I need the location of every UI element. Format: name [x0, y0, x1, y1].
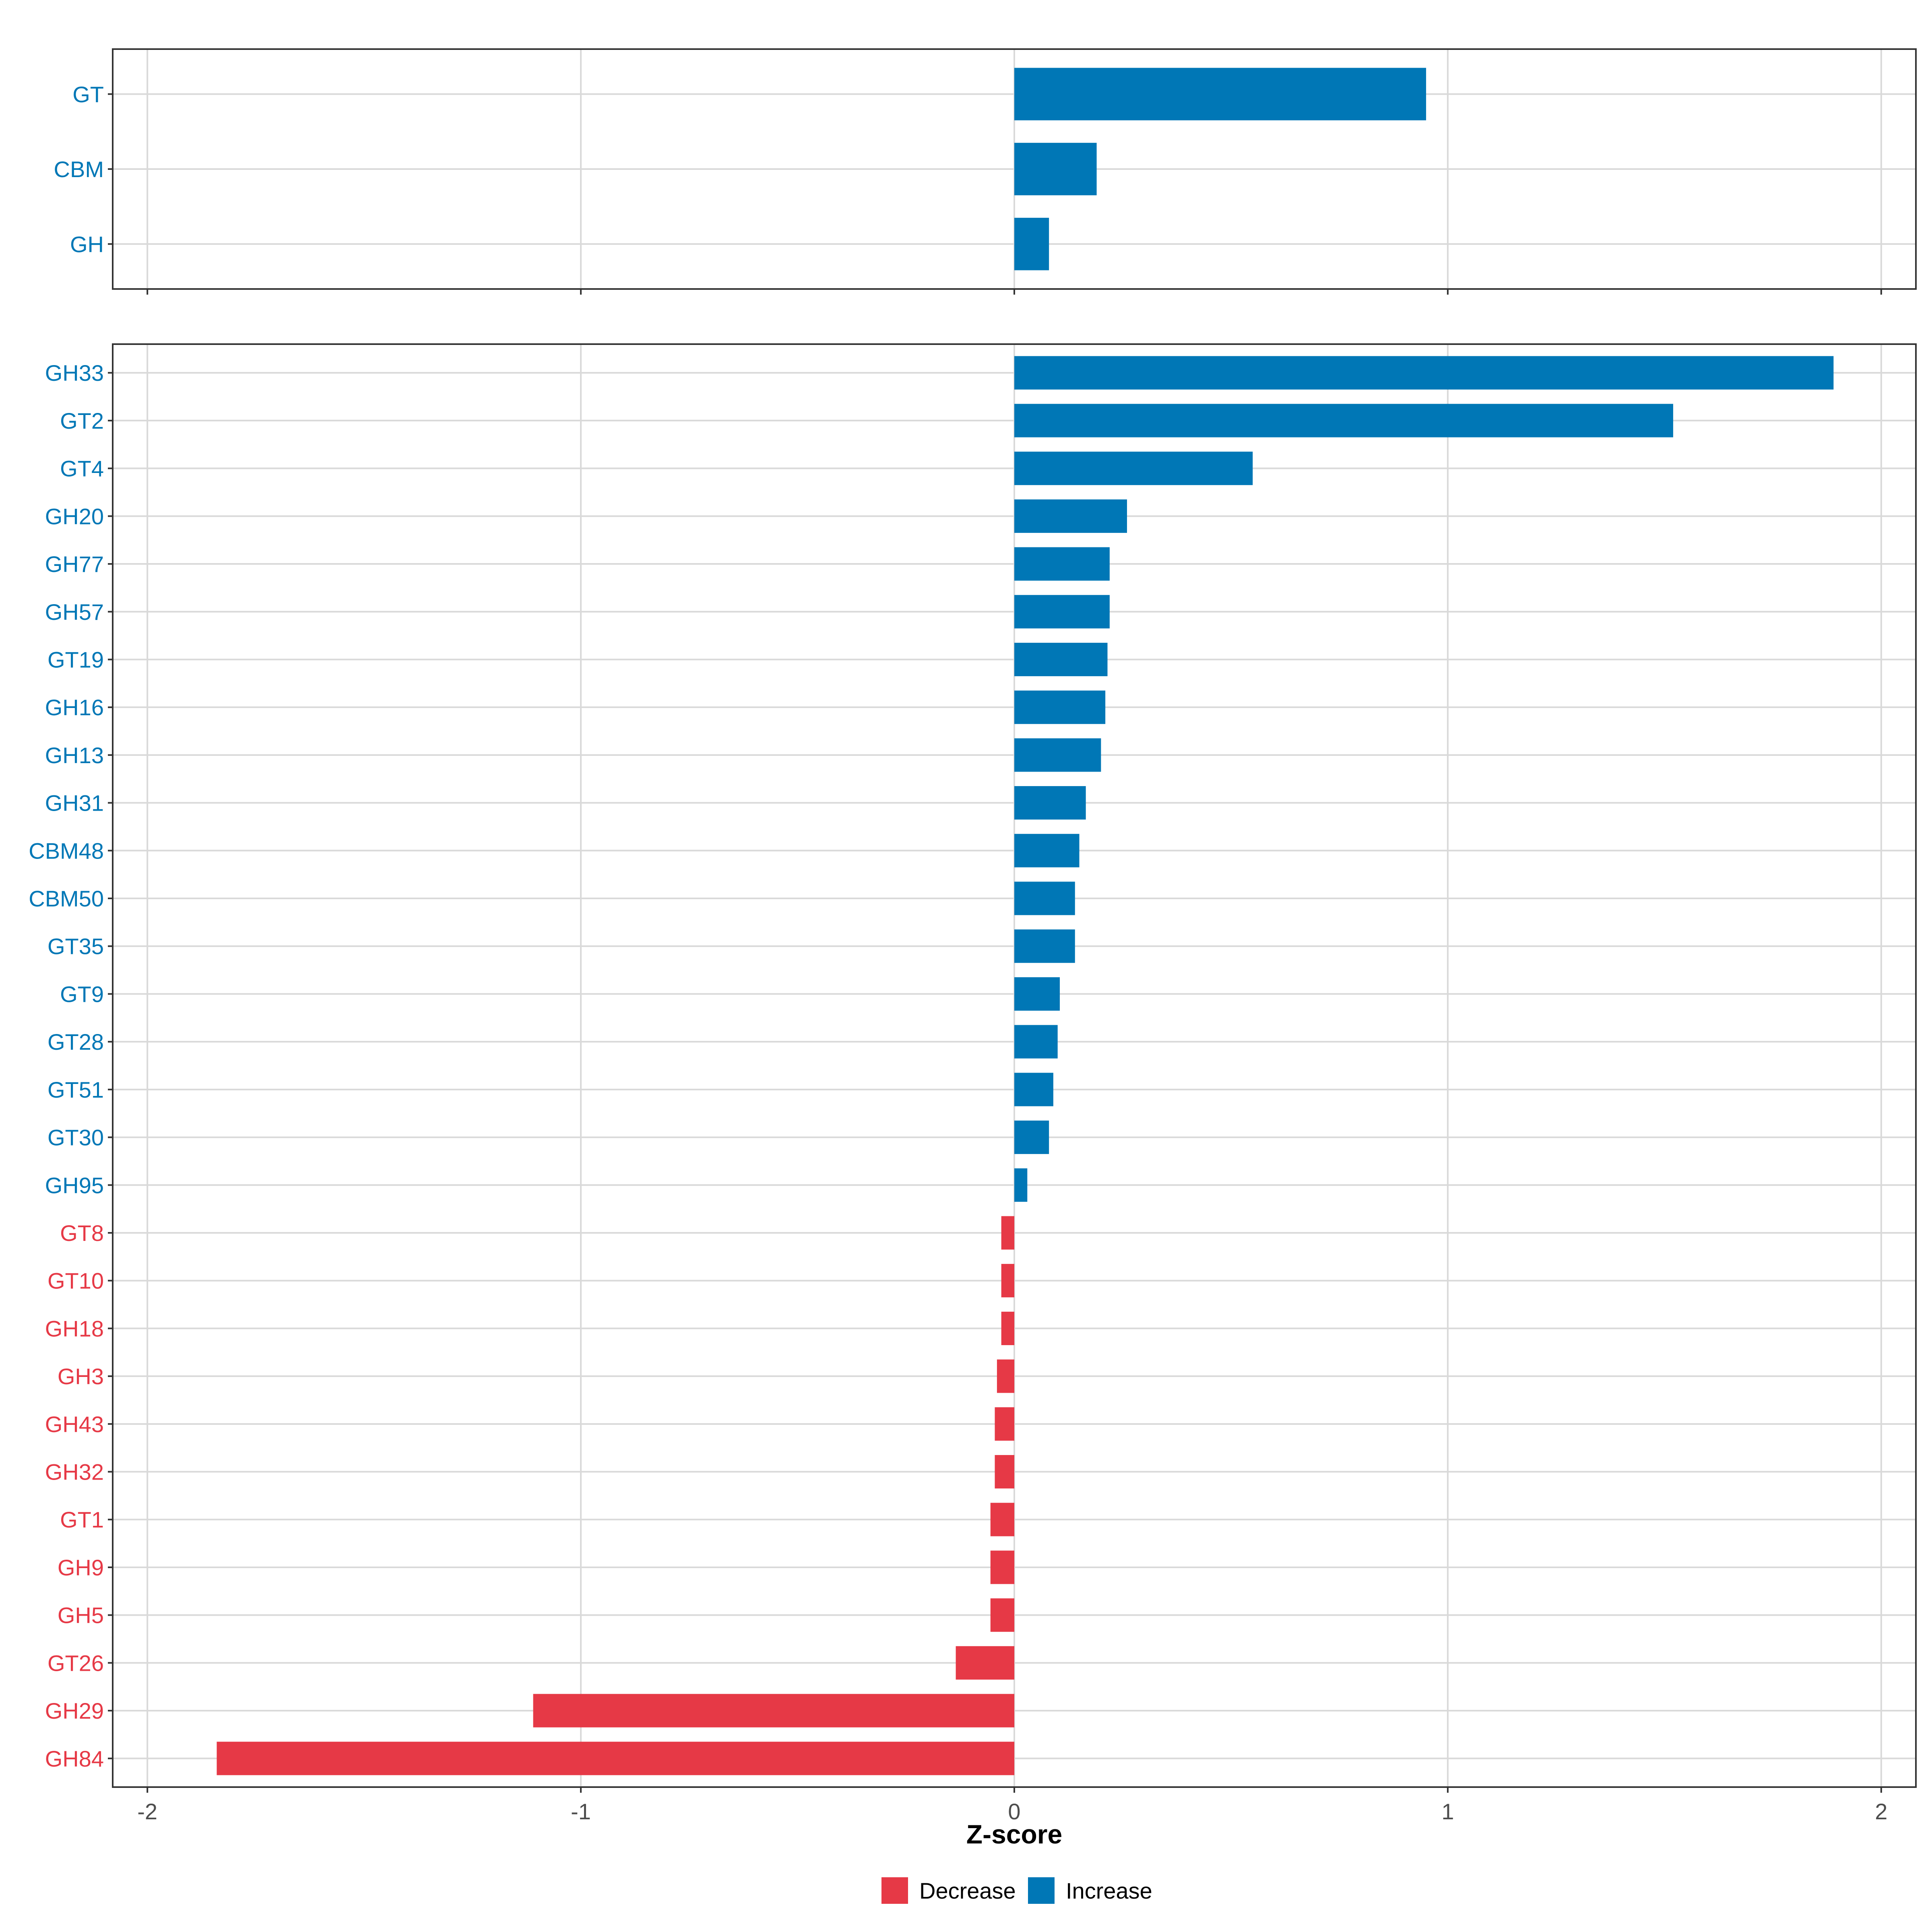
category-label-gt: GT: [72, 82, 104, 107]
bar-gh: [1014, 218, 1049, 270]
legend-label-increase: Increase: [1066, 1878, 1152, 1903]
category-label-cbm48: CBM48: [29, 838, 104, 863]
category-label-gh18: GH18: [45, 1316, 104, 1341]
category-label-gh31: GH31: [45, 791, 104, 816]
bar-gh20: [1014, 499, 1127, 533]
top-panel: GT CBM GH: [54, 48, 1917, 295]
bottom-panel: GH33 GT2 GT4 GH20 GH77 GH57 GT19 GH16 GH13 GH31 CB…: [29, 343, 1917, 1793]
bar-gh29: [533, 1694, 1014, 1728]
category-label-gh9: GH9: [58, 1555, 104, 1580]
bar-gh33: [1014, 356, 1834, 390]
category-label-gt9: GT9: [60, 981, 104, 1007]
category-label-gh84: GH84: [45, 1746, 104, 1771]
category-label-gt1: GT1: [60, 1507, 104, 1532]
bar-gt51: [1014, 1073, 1053, 1106]
x-tick-label: 1: [1441, 1799, 1454, 1824]
bar-gh13: [1014, 738, 1101, 772]
bar-gt1: [990, 1503, 1014, 1536]
category-label-cbm50: CBM50: [29, 886, 104, 911]
category-label-gt26: GT26: [47, 1650, 104, 1676]
bar-gt35: [1014, 929, 1075, 963]
category-label-gh57: GH57: [45, 599, 104, 625]
bar-gh84: [217, 1742, 1014, 1775]
category-label-gh16: GH16: [45, 695, 104, 720]
category-label-gt51: GT51: [47, 1077, 104, 1102]
category-label-gh95: GH95: [45, 1172, 104, 1198]
bar-cbm50: [1014, 881, 1075, 915]
bar-gt9: [1014, 977, 1060, 1011]
bar-cbm48: [1014, 834, 1080, 867]
category-label-gh29: GH29: [45, 1698, 104, 1724]
category-label-gh3: GH3: [58, 1364, 104, 1389]
category-label-cbm: CBM: [54, 157, 104, 182]
bar-gt8: [1001, 1216, 1014, 1250]
bar-gh31: [1014, 786, 1086, 820]
category-label-gh20: GH20: [45, 504, 104, 529]
category-label-gt30: GT30: [47, 1125, 104, 1150]
category-label-gh5: GH5: [58, 1603, 104, 1628]
bar-gt4: [1014, 452, 1253, 485]
category-label-gh: GH: [70, 231, 104, 257]
category-label-gt2: GT2: [60, 408, 104, 433]
bar-gt: [1014, 68, 1426, 120]
bar-gt28: [1014, 1025, 1058, 1059]
bar-gh32: [995, 1455, 1014, 1489]
category-label-gt35: GT35: [47, 934, 104, 959]
bar-gh43: [995, 1407, 1014, 1441]
bar-gh16: [1014, 690, 1106, 724]
legend-swatch-increase: [1028, 1877, 1055, 1904]
category-label-gt28: GT28: [47, 1029, 104, 1055]
bar-gt30: [1014, 1121, 1049, 1154]
bar-gh9: [990, 1550, 1014, 1584]
category-label-gt4: GT4: [60, 456, 104, 481]
bar-gt2: [1014, 404, 1673, 438]
bar-gh77: [1014, 547, 1110, 581]
bar-gh95: [1014, 1168, 1028, 1202]
bar-gh18: [1001, 1311, 1014, 1345]
legend: Decrease Increase: [881, 1877, 1152, 1904]
bar-gh5: [990, 1598, 1014, 1632]
legend-label-decrease: Decrease: [919, 1878, 1016, 1903]
bar-gh57: [1014, 595, 1110, 629]
category-label-gh13: GH13: [45, 743, 104, 768]
bar-cbm: [1014, 142, 1097, 196]
category-label-gt19: GT19: [47, 647, 104, 672]
x-tick-label: 0: [1008, 1799, 1020, 1824]
category-label-gh43: GH43: [45, 1412, 104, 1437]
category-label-gh33: GH33: [45, 360, 104, 386]
category-label-gh77: GH77: [45, 551, 104, 577]
category-label-gt8: GT8: [60, 1220, 104, 1246]
bar-gt26: [956, 1646, 1014, 1680]
x-tick-label: 2: [1875, 1799, 1887, 1824]
bar-gh3: [997, 1359, 1014, 1393]
bar-gt10: [1001, 1264, 1014, 1298]
x-tick-label: -1: [571, 1799, 591, 1824]
x-tick-label: -2: [137, 1799, 157, 1824]
x-axis-title: Z-score: [966, 1819, 1062, 1849]
category-label-gh32: GH32: [45, 1459, 104, 1485]
category-label-gt10: GT10: [47, 1268, 104, 1294]
x-axis: -2 -1 0 1 2: [137, 1799, 1887, 1824]
legend-swatch-decrease: [881, 1877, 908, 1904]
bar-gt19: [1014, 642, 1108, 677]
